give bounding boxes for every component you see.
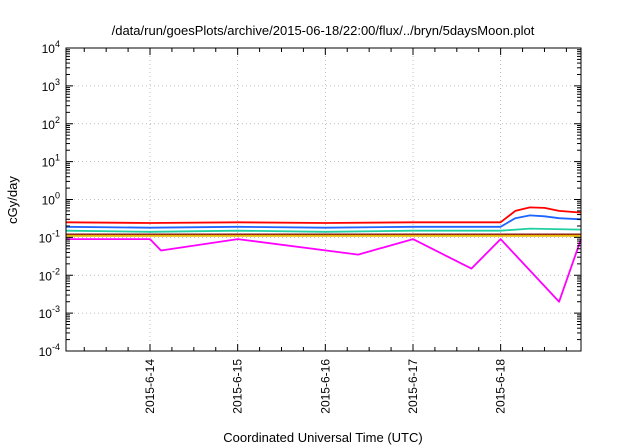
x-axis-label: Coordinated Universal Time (UTC) bbox=[223, 430, 422, 445]
chart-title: /data/run/goesPlots/archive/2015-06-18/2… bbox=[112, 23, 535, 38]
series-line-2 bbox=[65, 214, 582, 229]
x-tick-label: 2015-6-17 bbox=[406, 359, 420, 414]
x-tick-label: 2015-6-14 bbox=[143, 359, 157, 414]
y-axis-label: cGy/day bbox=[5, 176, 20, 224]
series-line-3 bbox=[65, 227, 582, 233]
x-tick-label: 2015-6-16 bbox=[318, 359, 332, 414]
y-tick-label: 104 bbox=[42, 39, 60, 56]
x-tick-label: 2015-6-15 bbox=[231, 359, 245, 414]
y-tick-label: 100 bbox=[42, 191, 60, 208]
y-tick-label: 103 bbox=[42, 77, 60, 94]
x-tick-label: 2015-6-18 bbox=[494, 359, 508, 414]
y-tick-label: 10-3 bbox=[39, 304, 60, 321]
y-tick-label: 102 bbox=[42, 115, 60, 132]
series-line-6 bbox=[66, 238, 582, 303]
y-tick-label: 10-2 bbox=[39, 266, 60, 283]
plot-frame bbox=[65, 47, 582, 352]
y-tick-label: 10-4 bbox=[39, 342, 60, 359]
y-tick-label: 10-1 bbox=[39, 228, 60, 245]
y-tick-label: 101 bbox=[42, 153, 60, 170]
series-line-1 bbox=[65, 206, 582, 224]
